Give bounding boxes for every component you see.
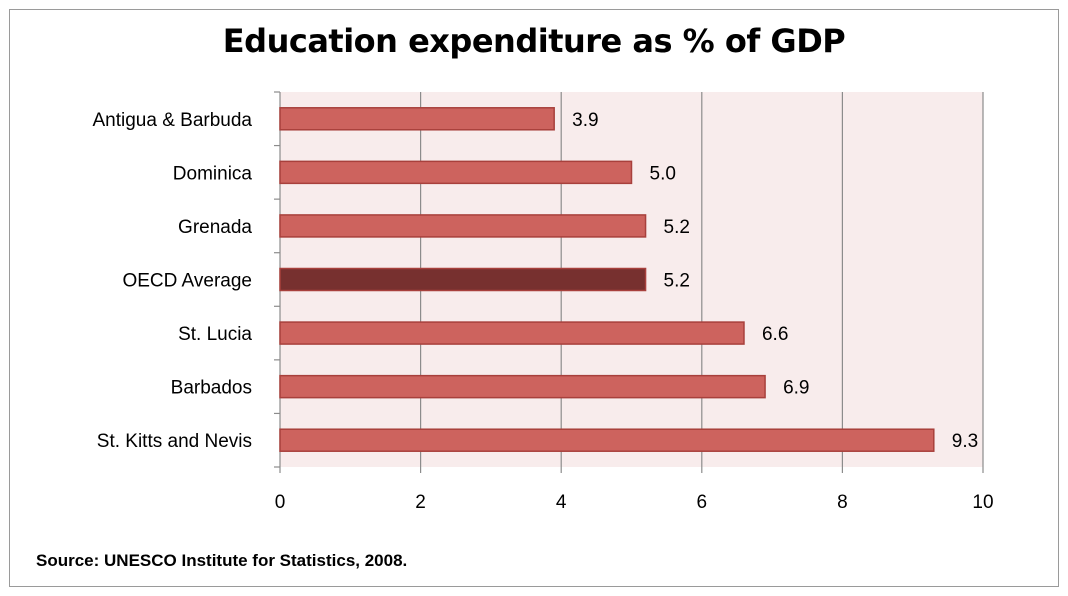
chart-title: Education expenditure as % of GDP (222, 22, 846, 60)
x-tick-label-8: 8 (837, 492, 848, 513)
bars (279, 107, 935, 452)
value-labels: 3.9 5.0 5.2 5.2 6.6 6.9 9.3 (572, 110, 978, 452)
category-label-st-kitts-and-nevis: St. Kitts and Nevis (97, 431, 252, 452)
bar-barbados (279, 374, 766, 399)
x-tick-label-4: 4 (556, 492, 567, 513)
category-labels: Antigua & Barbuda Dominica Grenada OECD Ave… (92, 110, 252, 452)
category-label-dominica: Dominica (173, 163, 253, 184)
x-tick-label-6: 6 (697, 492, 708, 513)
category-label-st-lucia: St. Lucia (178, 324, 252, 345)
bar-oecd-average (279, 267, 647, 292)
source-note: Source: UNESCO Institute for Statistics,… (36, 551, 408, 570)
value-label-barbados: 6.9 (783, 378, 809, 399)
bar-st-lucia (279, 321, 745, 345)
value-label-oecd-average: 5.2 (664, 271, 690, 292)
bar-antigua-barbuda (279, 107, 555, 131)
bar-dominica (279, 160, 633, 185)
category-label-grenada: Grenada (178, 217, 252, 238)
value-label-grenada: 5.2 (664, 217, 690, 238)
bar-st-kitts-and-nevis (279, 428, 935, 452)
category-label-barbados: Barbados (171, 378, 252, 399)
category-label-antigua-barbuda: Antigua & Barbuda (92, 110, 252, 131)
x-tick-label-0: 0 (275, 492, 286, 513)
x-tick-label-2: 2 (415, 492, 426, 513)
value-label-st-kitts-and-nevis: 9.3 (952, 431, 978, 452)
value-label-st-lucia: 6.6 (762, 324, 788, 345)
x-tick-labels: 0 2 4 6 8 10 (275, 492, 994, 513)
category-label-oecd-average: OECD Average (122, 271, 252, 292)
x-tick-label-10: 10 (972, 492, 993, 513)
bar-grenada (279, 214, 647, 238)
value-label-antigua-barbuda: 3.9 (572, 110, 598, 131)
value-label-dominica: 5.0 (650, 163, 676, 184)
